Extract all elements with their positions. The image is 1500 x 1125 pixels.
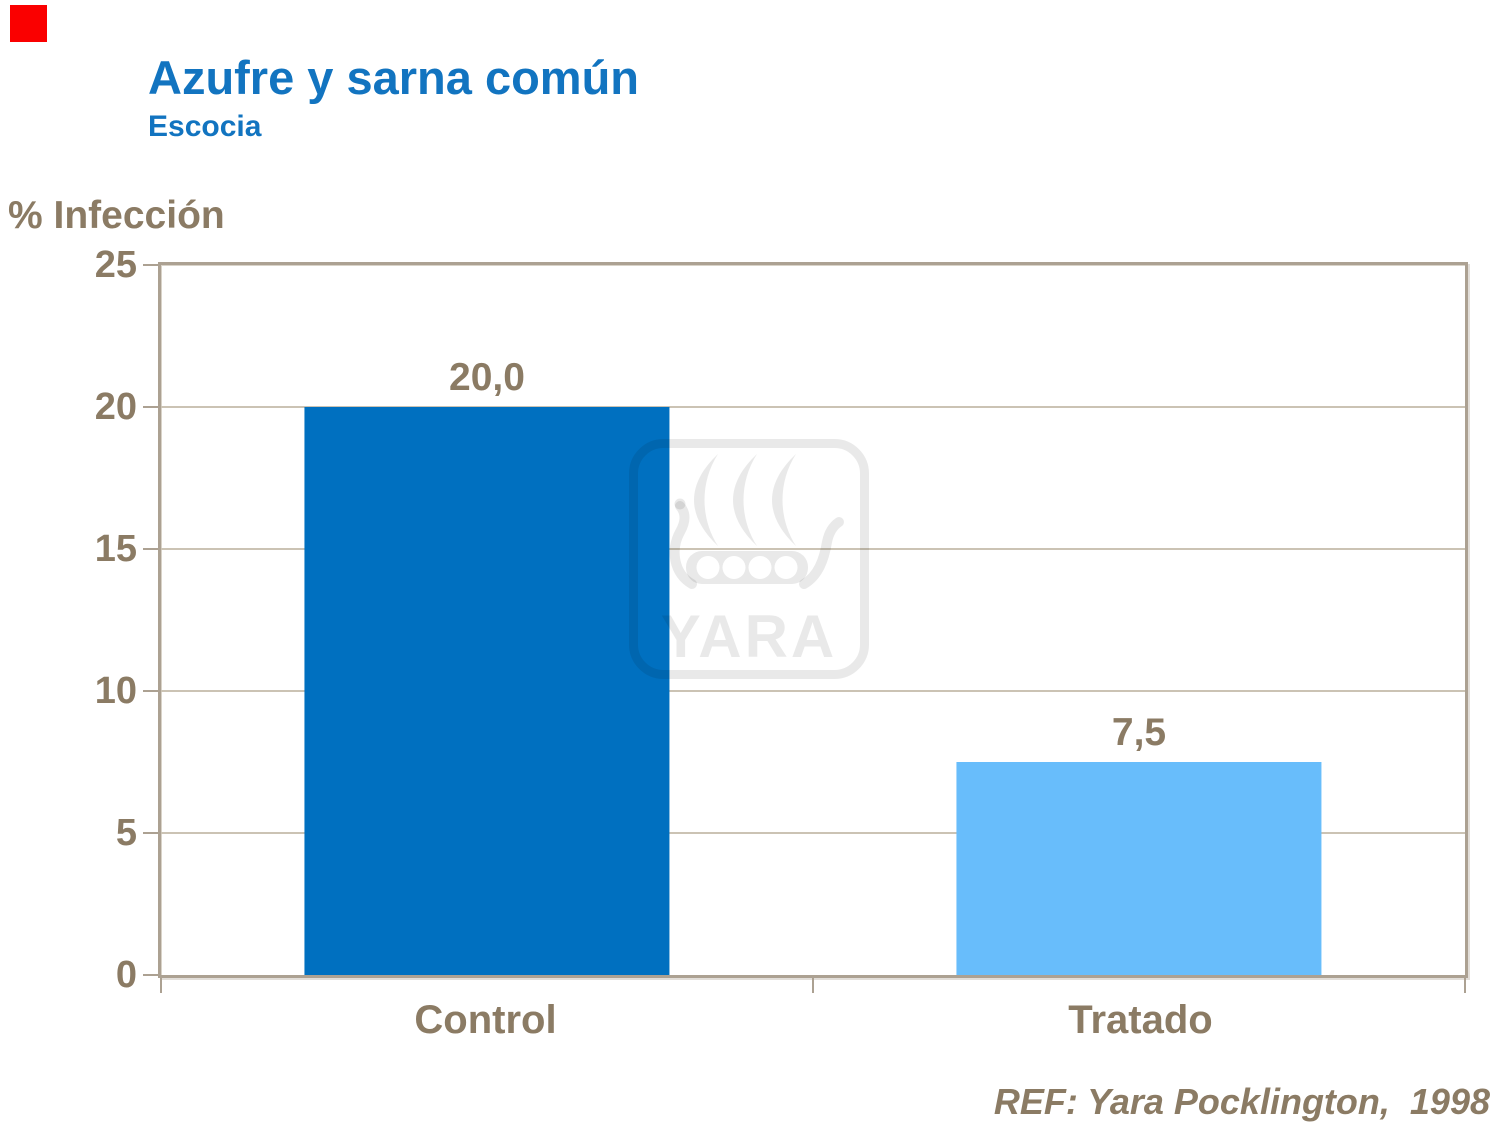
slide-subtitle: Escocia: [148, 110, 262, 143]
bar-slot-tratado: 7,5: [813, 265, 1465, 975]
y-axis-tick-label: 15: [94, 528, 137, 570]
x-category-control: Control: [414, 998, 557, 1042]
bar-value-control: 20,0: [449, 356, 525, 399]
plot-inner: 20,0 7,5 0 5 10 15 20 25: [95, 246, 1466, 994]
bar-tratado: [956, 762, 1322, 975]
x-axis-tick: [1464, 977, 1466, 993]
gridline: [161, 832, 1465, 834]
watermark-frame: [629, 439, 869, 679]
watermark-wordmark: YARA: [661, 603, 838, 670]
plot-area: 20,0 7,5 0 5 10 15 20 25: [95, 246, 1468, 994]
bar-value-tratado: 7,5: [1111, 711, 1167, 754]
y-axis-title: % Infección: [8, 194, 225, 237]
slide-title: Azufre y sarna común: [148, 51, 640, 104]
bar-slot-control: 20,0: [161, 265, 813, 975]
gridline: [161, 548, 1465, 550]
bar-control: [304, 407, 670, 975]
x-axis-tick: [160, 977, 162, 993]
y-axis-tick: [143, 406, 159, 408]
x-axis-tick: [812, 977, 814, 993]
gridline: [161, 406, 1465, 408]
y-axis-tick-label: 20: [94, 386, 137, 428]
viking-ship-icon: [669, 454, 844, 589]
x-category-tratado: Tratado: [1068, 998, 1213, 1042]
gridline: [161, 690, 1465, 692]
y-axis-tick: [143, 832, 159, 834]
y-axis-tick-label: 10: [94, 670, 137, 712]
reference-text: REF: Yara Pocklington, 1998: [993, 1081, 1490, 1122]
red-square-marker: [10, 5, 47, 42]
x-axis-category-labels: Control Tratado: [158, 1000, 1468, 1040]
y-axis-tick-label: 0: [115, 954, 137, 996]
y-axis-tick-label: 5: [115, 812, 137, 854]
yara-ship-watermark-logo: YARA: [629, 439, 869, 679]
y-axis-tick: [143, 264, 159, 266]
y-axis-tick-label: 25: [94, 244, 137, 286]
y-axis-tick: [143, 548, 159, 550]
y-axis-tick: [143, 690, 159, 692]
y-axis-tick: [143, 974, 159, 976]
